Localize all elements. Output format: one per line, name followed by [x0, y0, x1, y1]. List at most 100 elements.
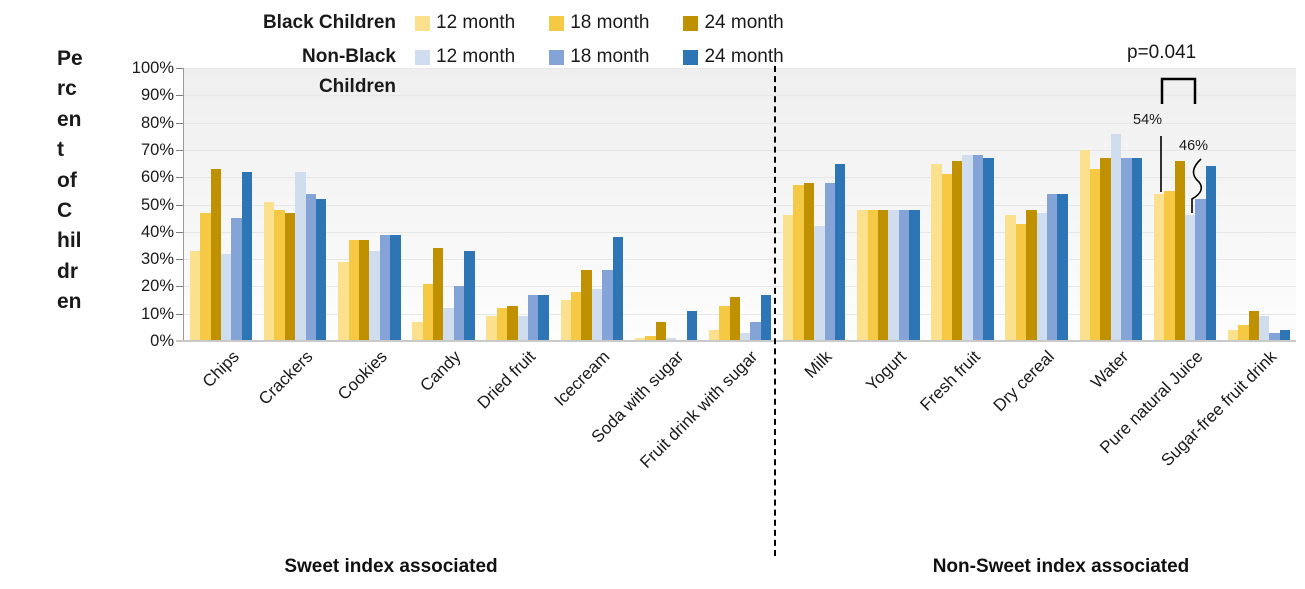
bar — [1164, 190, 1175, 341]
legend-swatch — [549, 49, 565, 65]
bar — [750, 321, 761, 341]
bar — [1195, 199, 1206, 341]
gridline — [184, 231, 1296, 233]
bar — [898, 209, 910, 341]
legend-group-label: Black Children — [262, 12, 396, 33]
bar-group: Pure natural Juice — [1096, 68, 1222, 457]
bar — [1121, 158, 1132, 341]
bar — [952, 160, 963, 341]
bar — [834, 163, 846, 341]
gridline — [184, 95, 1296, 97]
y-tick-mark — [176, 204, 183, 206]
bar — [1079, 149, 1090, 341]
bar — [538, 294, 549, 341]
category-label: Milk — [800, 347, 836, 382]
bar — [433, 248, 444, 341]
bar — [1047, 193, 1058, 341]
legend-item-label: 18 month — [570, 46, 650, 67]
bar — [338, 261, 349, 341]
bar — [783, 215, 794, 341]
bar — [760, 294, 772, 341]
bar — [1057, 193, 1068, 341]
bar — [729, 297, 741, 341]
bar-group: Water — [1074, 68, 1148, 392]
bar — [1131, 158, 1142, 341]
bar — [369, 250, 380, 341]
bar-group: Dried fruit — [474, 68, 555, 413]
plot-area: Chips Crackers Cookies Candy Dried fruit Icec… — [183, 68, 1296, 472]
category-label: Candy — [416, 347, 465, 396]
bar — [591, 289, 603, 341]
legend-swatch — [683, 49, 699, 65]
legend-item: 24 month — [683, 12, 784, 34]
legend-swatch — [549, 15, 565, 31]
bar — [274, 209, 285, 341]
bar — [581, 270, 592, 341]
gridline — [184, 177, 1296, 179]
bar — [1153, 193, 1165, 341]
bar-group: Yogurt — [851, 68, 925, 395]
bar — [1248, 310, 1260, 341]
y-tick-label: 0% — [150, 332, 174, 350]
category-label: Cookies — [333, 347, 391, 404]
bar — [453, 286, 465, 341]
legend-items-row: 12 month 18 month 24 month — [415, 11, 784, 35]
bar-group: Icecream — [550, 68, 629, 410]
bar — [1227, 330, 1239, 341]
legend-item: 12 month — [415, 46, 515, 68]
bar-group: Fruit drink with sugar — [636, 68, 777, 472]
bar — [983, 158, 994, 341]
legend-swatch — [415, 15, 430, 31]
bar-group: Cookies — [332, 68, 406, 404]
y-tick-label: 40% — [140, 222, 174, 241]
bar — [284, 212, 296, 341]
p-value-label: p=0.041 — [1127, 42, 1197, 63]
bar — [1100, 158, 1111, 341]
bar — [210, 169, 222, 341]
legend-item-label: 18 month — [570, 12, 650, 33]
y-tick-mark — [176, 95, 183, 97]
bar — [1259, 316, 1270, 341]
bar — [390, 234, 401, 341]
bar — [412, 321, 423, 341]
bar — [1026, 209, 1037, 341]
y-tick-mark — [176, 149, 183, 151]
bar — [464, 250, 475, 341]
bar — [857, 209, 868, 341]
legend-swatch — [683, 15, 699, 31]
bar — [645, 335, 656, 341]
legend-item: 18 month — [549, 12, 649, 34]
bar — [793, 185, 804, 341]
bar — [264, 201, 275, 341]
y-tick-label: 100% — [131, 59, 174, 77]
sweet-section-label: Sweet index associated — [284, 556, 498, 577]
y-tick-label: 30% — [140, 250, 174, 269]
y-tick-mark — [176, 313, 183, 315]
bar — [200, 212, 211, 341]
bar — [719, 305, 730, 341]
bar — [888, 209, 899, 341]
bar — [1005, 215, 1016, 341]
bar — [496, 308, 508, 341]
bar — [358, 240, 370, 341]
bar — [941, 174, 953, 341]
bar — [824, 182, 835, 341]
y-tick-label: 10% — [140, 304, 174, 323]
bar — [1036, 212, 1047, 341]
y-tick-mark — [176, 286, 183, 288]
bar — [189, 250, 201, 341]
gridline — [184, 286, 1296, 288]
bar-group: Candy — [406, 68, 480, 395]
bar — [634, 338, 646, 341]
y-tick-mark — [176, 177, 183, 179]
bar — [231, 218, 242, 341]
category-label: Chips — [198, 347, 243, 392]
bar — [1205, 166, 1217, 341]
bar — [602, 270, 613, 341]
bar — [655, 321, 666, 341]
y-tick-label: 20% — [140, 277, 174, 296]
bar — [241, 171, 253, 341]
bar — [962, 155, 973, 341]
